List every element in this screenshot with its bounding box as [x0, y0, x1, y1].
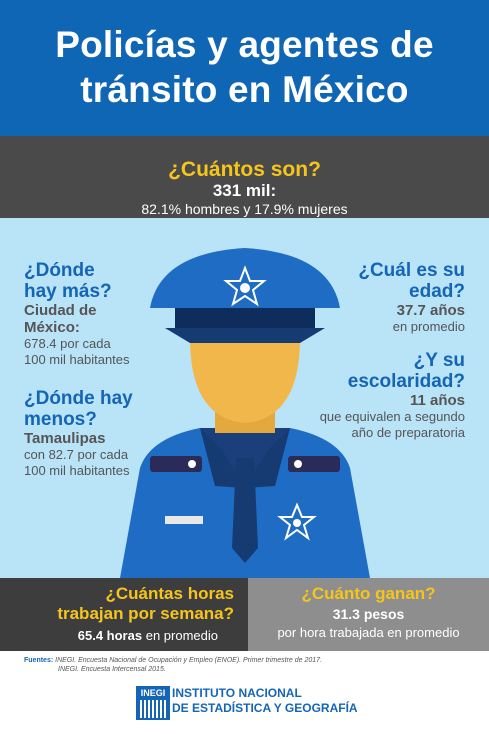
tie [232, 458, 258, 563]
most-detail-1: 678.4 por cada [24, 336, 111, 351]
logo-text: INSTITUTO NACIONAL DE ESTADÍSTICA Y GEOG… [172, 686, 358, 716]
school-block: ¿Y su escolaridad? 11 años que equivalen… [265, 350, 465, 441]
most-question-1: ¿Dónde [24, 260, 95, 281]
pay-question: ¿Cuánto ganan? [301, 584, 436, 603]
count-detail: 82.1% hombres y 17.9% mujeres [141, 201, 348, 217]
school-detail-1: que equivalen a segundo [319, 409, 465, 424]
hours-line: 65.4 horas en promedio [78, 628, 218, 643]
count-band [0, 136, 489, 218]
title-band [0, 0, 489, 136]
sources-line-2: INEGI. Encuesta Intercensal 2015. [58, 666, 166, 673]
sources-line-1: INEGI. Encuesta Nacional de Ocupación y … [55, 657, 323, 664]
sources: Fuentes: INEGI. Encuesta Nacional de Ocu… [24, 656, 484, 674]
name-tag [165, 516, 203, 524]
collar-left [200, 428, 245, 488]
logo-abbr: INEGI [140, 688, 166, 698]
pay-panel: ¿Cuánto ganan? 31.3 pesos por hora traba… [248, 578, 489, 651]
page-title: Policías y agentes de tránsito en México [0, 22, 489, 112]
epaulet-right [288, 456, 340, 472]
hours-value: 65.4 horas [77, 628, 143, 643]
epaulet-left [150, 456, 202, 472]
age-detail: en promedio [392, 319, 465, 334]
button-left [188, 460, 196, 468]
face [190, 338, 300, 423]
collar-right [245, 428, 290, 488]
count-question: ¿Cuántos son? [168, 158, 321, 181]
least-block: ¿Dónde hay menos? Tamaulipas con 82.7 po… [24, 388, 174, 479]
least-detail-2: 100 mil habitantes [24, 463, 130, 478]
school-value: 11 años [409, 392, 465, 409]
inegi-logo-icon: INEGI [136, 686, 170, 720]
police-officer-illustration [120, 248, 370, 578]
age-block: ¿Cuál es su edad? 37.7 años en promedio [265, 260, 465, 335]
button-right [294, 460, 302, 468]
most-detail-2: 100 mil habitantes [24, 352, 130, 367]
pay-detail: por hora trabajada en promedio [277, 625, 460, 640]
footer [0, 651, 489, 734]
least-question-2: menos? [24, 409, 97, 430]
hours-question-1: ¿Cuántas horas [105, 584, 234, 603]
age-value: 37.7 años [396, 302, 465, 319]
most-place-1: Ciudad de [24, 302, 97, 319]
least-detail-1: con 82.7 por cada [24, 447, 129, 462]
hat-band [175, 308, 315, 330]
age-question-2: edad? [409, 281, 465, 302]
school-question-1: ¿Y su [413, 350, 465, 371]
school-question-2: escolaridad? [347, 371, 465, 392]
most-place-2: México: [24, 319, 80, 336]
logo-line-1: INSTITUTO NACIONAL [172, 686, 302, 700]
age-question-1: ¿Cuál es su [358, 260, 465, 281]
hours-detail: en promedio [145, 628, 218, 643]
hours-question-2: trabajan por semana? [57, 604, 234, 623]
pay-value: 31.3 pesos [332, 606, 405, 622]
chest-badge-icon [277, 502, 317, 541]
hours-panel: ¿Cuántas horas trabajan por semana? 65.4… [0, 578, 248, 651]
title-line-2: tránsito en México [80, 69, 409, 110]
count-value: 331 mil: [212, 181, 277, 200]
school-detail-2: año de preparatoria [351, 425, 465, 440]
least-place: Tamaulipas [24, 430, 106, 447]
most-question-2: hay más? [24, 281, 112, 302]
sources-label: Fuentes: [24, 657, 54, 664]
logo-line-2: DE ESTADÍSTICA Y GEOGRAFÍA [172, 701, 358, 715]
most-block: ¿Dónde hay más? Ciudad de México: 678.4 … [24, 260, 174, 368]
logo-grid-pattern [140, 700, 166, 718]
hat-badge-icon [223, 265, 267, 307]
hat-brim [165, 328, 325, 343]
title-line-1: Policías y agentes de [55, 24, 434, 65]
least-question-1: ¿Dónde hay [24, 388, 133, 409]
